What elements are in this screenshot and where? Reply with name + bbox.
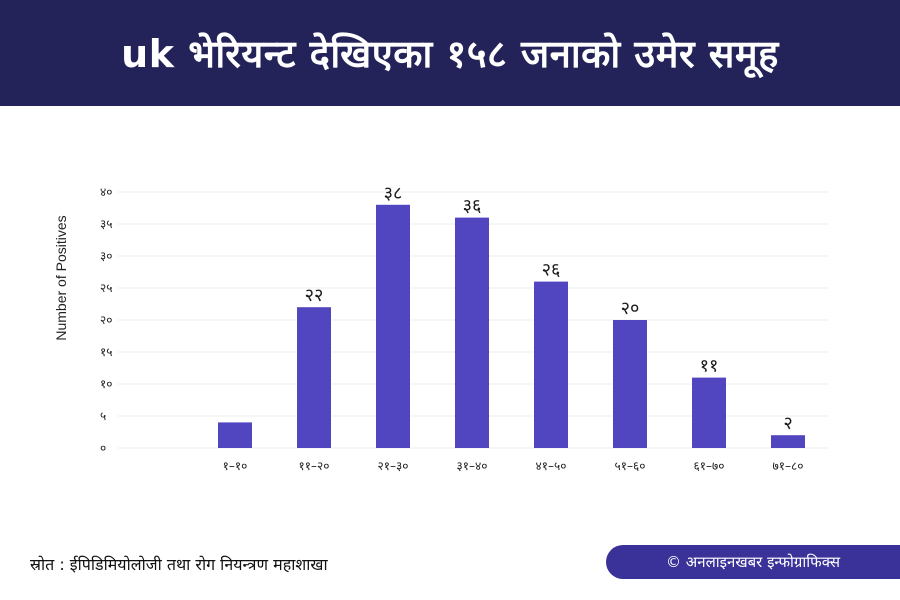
y-axis-title: Number of Positives (53, 215, 69, 340)
y-tick-label: २५ (100, 281, 112, 295)
data-label: २२ (305, 285, 324, 306)
x-tick-label: १–१० (223, 459, 248, 473)
bar (771, 435, 805, 448)
x-tick-label: ३१–४० (457, 459, 488, 473)
x-tick-label: ६१–७० (694, 459, 725, 473)
y-tick-label: ० (100, 441, 106, 455)
x-tick-label: ५१–६० (615, 459, 646, 473)
data-label: २६ (542, 260, 561, 281)
x-tick-label: ११–२० (299, 459, 330, 473)
credit-badge: © अनलाइनखबर इन्फोग्राफिक्स (606, 545, 900, 579)
data-label: ११ (700, 356, 719, 377)
y-tick-label: २० (100, 313, 112, 327)
data-label: ३८ (384, 183, 403, 204)
data-label: ३६ (463, 196, 482, 217)
y-tick-label: ५ (100, 409, 106, 423)
y-axis-ticks: ० ५ १० १५ २० २५ ३० ३५ ४० (100, 185, 112, 455)
y-tick-label: १० (100, 377, 112, 391)
page-title: uk भेरियन्ट देखिएका १५८ जनाको उमेर समूह (121, 32, 779, 76)
header-banner: uk भेरियन्ट देखिएका १५८ जनाको उमेर समूह (0, 0, 900, 106)
bar (297, 307, 331, 448)
bar (218, 422, 252, 448)
x-tick-label: ४१–५० (536, 459, 567, 473)
bar-chart: Number of Positives ० ५ १० १५ २० २५ ३० ३५ ४० १–१… (53, 183, 828, 473)
bar (613, 320, 647, 448)
bar (376, 204, 410, 448)
y-tick-label: ३५ (100, 217, 112, 231)
data-label: २ (783, 413, 792, 434)
y-tick-label: १५ (100, 345, 112, 359)
bar (534, 281, 568, 448)
source-note: स्रोत : ईपिडिमियोलोजी तथा रोग नियन्त्रण … (30, 555, 328, 574)
x-axis-ticks: १–१० ११–२० २१–३० ३१–४० ४१–५० ५१–६० ६१–७० ७१–८० (223, 459, 804, 473)
data-labels: २२ ३८ ३६ २६ २० ११ २ (305, 183, 793, 434)
bars (218, 204, 805, 448)
bar (692, 377, 726, 448)
x-tick-label: २१–३० (378, 459, 409, 473)
x-tick-label: ७१–८० (773, 459, 804, 473)
bar (455, 217, 489, 448)
data-label: २० (621, 298, 640, 319)
y-tick-label: ३० (100, 249, 112, 263)
y-tick-label: ४० (100, 185, 112, 199)
